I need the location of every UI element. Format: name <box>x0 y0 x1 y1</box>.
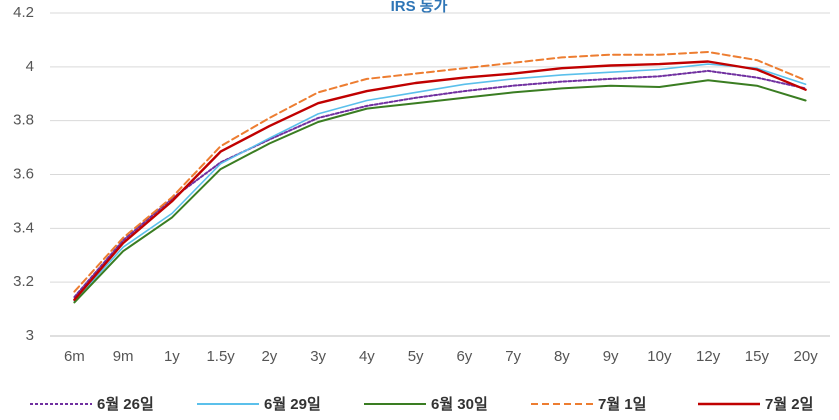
x-tick-label: 9y <box>603 348 619 365</box>
y-tick-label: 3.6 <box>13 165 34 182</box>
legend-label: 7월 2일 <box>765 396 813 413</box>
x-tick-label: 1y <box>164 348 180 365</box>
x-tick-label: 6m <box>64 348 85 365</box>
y-tick-label: 3.2 <box>13 273 34 290</box>
legend-label: 6월 26일 <box>97 396 154 413</box>
x-tick-label: 6y <box>456 348 472 365</box>
x-tick-label: 4y <box>359 348 375 365</box>
x-tick-label: 8y <box>554 348 570 365</box>
x-tick-label: 15y <box>745 348 770 365</box>
x-tick-label: 2y <box>261 348 277 365</box>
legend-label: 6월 29일 <box>264 396 321 413</box>
legend-label: 7월 1일 <box>598 396 646 413</box>
series-line <box>73 79 807 304</box>
x-tick-label: 1.5y <box>206 348 235 365</box>
legend-label: 6월 30일 <box>431 396 488 413</box>
x-tick-label: 20y <box>794 348 819 365</box>
chart-title: IRS 동가 <box>391 0 448 15</box>
x-tick-label: 10y <box>647 348 672 365</box>
y-tick-label: 4.2 <box>13 4 34 21</box>
series-lines <box>73 51 807 304</box>
series-line <box>73 60 807 301</box>
y-axis-ticks: 3 3.2 3.4 3.6 3.8 4 4.2 <box>13 4 34 344</box>
x-tick-label: 12y <box>696 348 721 365</box>
x-tick-label: 3y <box>310 348 326 365</box>
series-line <box>73 63 807 302</box>
legend: 6월 26일 6월 29일 6월 30일 7월 1일 7월 2일 <box>30 396 813 413</box>
y-tick-label: 3.4 <box>13 219 34 236</box>
series-line <box>73 69 807 298</box>
x-tick-label: 5y <box>408 348 424 365</box>
y-tick-label: 3.8 <box>13 112 34 129</box>
x-axis-ticks: 6m 9m 1y 1.5y 2y 3y 4y 5y 6y 7y 8y 9y 10y 12y 15y 20y <box>64 348 818 365</box>
x-tick-label: 9m <box>113 348 134 365</box>
y-tick-label: 4 <box>26 58 34 75</box>
gridlines <box>50 12 830 337</box>
series-line <box>73 51 807 293</box>
y-tick-label: 3 <box>26 327 34 344</box>
x-tick-label: 7y <box>505 348 521 365</box>
